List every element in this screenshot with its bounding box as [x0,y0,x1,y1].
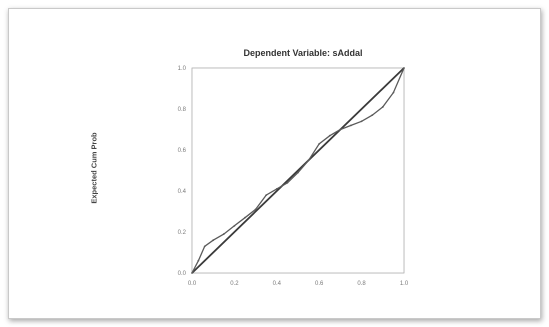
observed-point [275,188,278,190]
x-tick-label: 0.8 [357,281,366,287]
observed-point [191,272,193,274]
x-tick-label: 0.2 [230,281,239,287]
observed-point [222,233,225,235]
y-tick-label: 0.0 [178,271,187,277]
observed-point [203,245,206,248]
observed-point [307,159,310,162]
x-tick-label: 0.0 [188,281,197,287]
x-tick-label: 0.6 [315,281,324,287]
observed-point [297,171,299,174]
observed-point [197,259,200,262]
y-tick-label: 0.4 [178,189,187,195]
observed-point [265,194,268,197]
series-group [191,67,405,274]
observed-point [212,239,215,242]
observed-point [371,114,374,117]
observed-point [392,91,395,94]
observed-point [244,216,246,219]
observed-point [360,120,363,123]
reference-line [191,67,405,274]
observed-point [286,181,289,184]
chart-title: Dependent Variable: sAddal [243,48,363,58]
tick-labels: 0.0 0.2 0.4 0.6 0.8 1.0 0.0 0.2 0.4 0.6 0.8 1.0 [178,66,409,287]
observed-point [339,128,342,131]
y-tick-label: 0.8 [178,107,187,113]
x-tick-label: 0.4 [273,281,282,287]
y-tick-label: 0.2 [178,230,187,236]
observed-point [328,134,331,137]
x-tick-label: 1.0 [400,281,409,287]
y-tick-label: 0.6 [178,148,187,154]
y-tick-label: 1.0 [178,66,187,72]
observed-point [254,208,257,211]
observed-point [350,124,352,127]
observed-point [403,67,405,69]
observed-line [191,67,405,274]
observed-point [318,142,321,145]
observed-point [381,106,384,108]
observed-point [233,224,236,227]
